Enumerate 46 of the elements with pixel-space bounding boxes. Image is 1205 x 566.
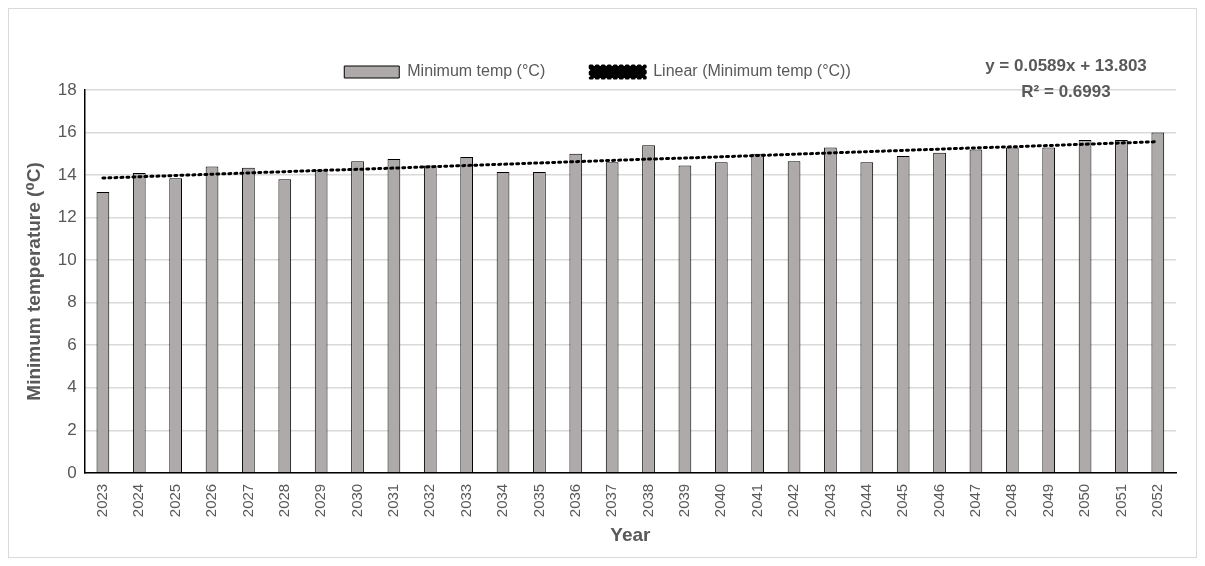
x-tick-label: 2043 bbox=[820, 483, 838, 518]
y-tick-label: 6 bbox=[67, 334, 77, 354]
x-tick-label: 2046 bbox=[929, 483, 947, 518]
x-tick-label: 2034 bbox=[493, 483, 511, 518]
y-tick-label: 16 bbox=[57, 122, 77, 142]
y-tick-label: 10 bbox=[57, 249, 77, 269]
x-tick-label: 2035 bbox=[529, 483, 547, 518]
x-tick-label: 2027 bbox=[238, 483, 256, 518]
text: y = 0.0589x + 13.803 bbox=[985, 55, 1147, 75]
y-tick-label: 0 bbox=[67, 462, 77, 482]
x-tick-label: 2041 bbox=[747, 483, 765, 518]
y-tick-label: 2 bbox=[67, 419, 77, 439]
x-tick-label: 2029 bbox=[311, 483, 329, 518]
x-tick-label: 2023 bbox=[93, 483, 111, 518]
x-tick-label: 2047 bbox=[966, 483, 984, 518]
x-tick-label: 2026 bbox=[202, 483, 220, 518]
y-tick-label: 8 bbox=[67, 292, 77, 312]
y-tick-label: 18 bbox=[57, 79, 77, 99]
x-tick-label: 2048 bbox=[1002, 483, 1020, 518]
y-tick-label: 14 bbox=[57, 164, 77, 184]
x-tick-label: 2052 bbox=[1147, 483, 1165, 518]
x-tick-label: 2037 bbox=[602, 483, 620, 518]
x-tick-label: 2045 bbox=[893, 483, 911, 518]
x-tick-label: 2028 bbox=[274, 483, 292, 518]
legend-label: Minimum temp (°C) bbox=[407, 62, 546, 80]
x-tick-label: 2038 bbox=[638, 483, 656, 518]
legend-label: Linear (Minimum temp (°C)) bbox=[653, 62, 851, 80]
x-tick-label: 2044 bbox=[856, 483, 874, 518]
x-tick-label: 2036 bbox=[565, 483, 583, 518]
x-tick-label: 2033 bbox=[456, 483, 474, 518]
x-tick-label: 2040 bbox=[711, 483, 729, 518]
x-tick-label: 2042 bbox=[784, 483, 802, 518]
x-tick-label: 2049 bbox=[1038, 483, 1056, 518]
x-tick-label: 2030 bbox=[347, 483, 365, 518]
x-axis-title: Year bbox=[610, 523, 652, 545]
annotation: R² = 0.6993 bbox=[1021, 81, 1111, 101]
y-axis-title: Minimum temperature (⁰C) bbox=[22, 162, 44, 401]
y-tick-label: 4 bbox=[67, 377, 77, 397]
x-tick-label: 2039 bbox=[675, 483, 693, 518]
x-tick-label: 2031 bbox=[384, 483, 402, 518]
x-tick-label: 2025 bbox=[165, 483, 183, 518]
x-tick-label: 2024 bbox=[129, 483, 147, 518]
x-tick-label: 2032 bbox=[420, 483, 438, 518]
y-tick-label: 12 bbox=[57, 207, 77, 227]
x-tick-label: 2051 bbox=[1111, 483, 1129, 518]
x-tick-label: 2050 bbox=[1075, 483, 1093, 518]
